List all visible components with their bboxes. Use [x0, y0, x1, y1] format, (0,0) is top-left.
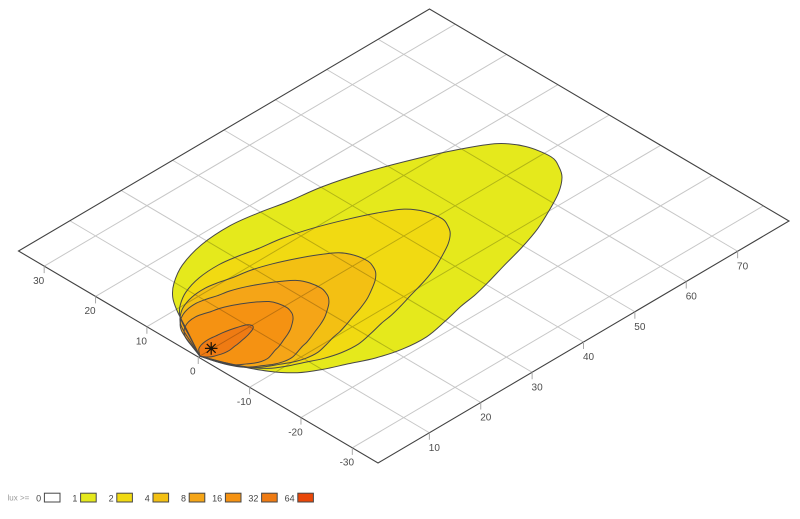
svg-text:1: 1 — [72, 493, 77, 503]
svg-text:50: 50 — [634, 322, 646, 333]
svg-text:20: 20 — [84, 306, 96, 317]
svg-text:10: 10 — [136, 336, 148, 347]
svg-text:16: 16 — [212, 493, 222, 503]
svg-text:60: 60 — [686, 292, 698, 303]
svg-text:-30: -30 — [340, 458, 355, 469]
svg-text:40: 40 — [583, 352, 595, 363]
svg-text:10: 10 — [429, 443, 441, 454]
svg-text:2: 2 — [109, 493, 114, 503]
svg-text:-10: -10 — [237, 397, 252, 408]
svg-text:64: 64 — [285, 493, 295, 503]
svg-text:8: 8 — [181, 493, 186, 503]
svg-text:30: 30 — [33, 276, 45, 287]
svg-text:0: 0 — [36, 493, 41, 503]
svg-text:70: 70 — [737, 261, 749, 272]
svg-text:32: 32 — [248, 493, 258, 503]
svg-text:4: 4 — [145, 493, 150, 503]
svg-text:30: 30 — [532, 382, 544, 393]
svg-text:lux >=: lux >= — [8, 494, 30, 503]
svg-text:0: 0 — [190, 367, 196, 378]
svg-text:-20: -20 — [288, 427, 303, 438]
svg-text:20: 20 — [480, 413, 492, 424]
